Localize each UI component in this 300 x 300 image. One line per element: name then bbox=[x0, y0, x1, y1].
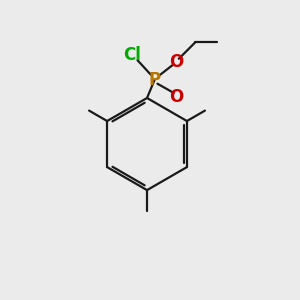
Text: P: P bbox=[148, 71, 160, 89]
Text: Cl: Cl bbox=[123, 46, 141, 64]
Text: O: O bbox=[169, 88, 184, 106]
Text: O: O bbox=[169, 53, 183, 71]
